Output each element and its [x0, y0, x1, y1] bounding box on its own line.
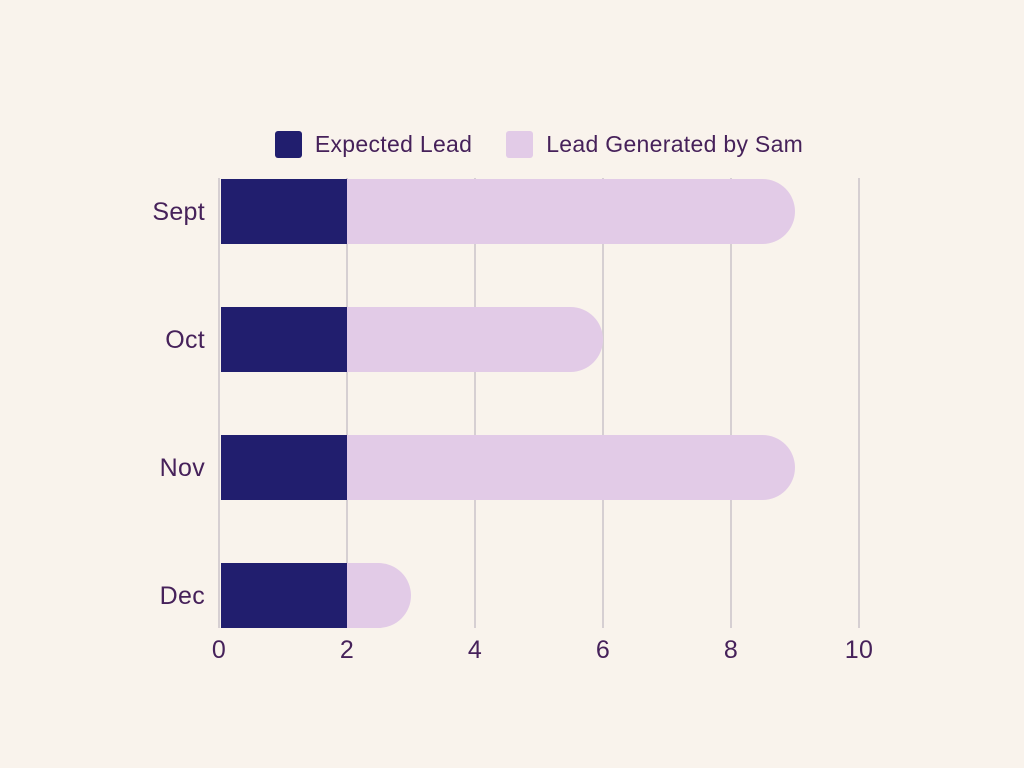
- legend-label: Expected Lead: [314, 130, 473, 157]
- gridline-x-0: [218, 178, 220, 628]
- x-tick-label-0: 0: [211, 636, 227, 664]
- gridline-x-10: [858, 178, 860, 628]
- category-label-nov: Nov: [159, 453, 205, 482]
- x-tick-label-4: 4: [467, 636, 483, 664]
- chart-legend: Expected Lead Lead Generated by Sam: [219, 128, 859, 160]
- gridline-x-2: [346, 178, 348, 628]
- legend-item-lead-generated: Lead Generated by Sam: [506, 130, 804, 158]
- legend-swatch-icon: [506, 130, 534, 158]
- gridline-x-6: [602, 178, 604, 628]
- x-tick-label-2: 2: [339, 636, 355, 664]
- category-label-oct: Oct: [165, 325, 205, 354]
- gridline-x-8: [730, 178, 732, 628]
- x-tick-label-8: 8: [723, 636, 739, 664]
- gridline-x-4: [474, 178, 476, 628]
- legend-item-expected-lead: Expected Lead: [274, 130, 473, 158]
- bar-expected-lead-sept: [221, 179, 347, 244]
- category-label-dec: Dec: [159, 581, 205, 610]
- legend-swatch-icon: [274, 130, 302, 158]
- category-label-sept: Sept: [152, 197, 205, 226]
- bar-expected-lead-dec: [221, 563, 347, 628]
- legend-label: Lead Generated by Sam: [546, 130, 804, 157]
- plot-area: 0 2 4 6 8 10: [212, 178, 873, 664]
- bar-expected-lead-nov: [221, 435, 347, 500]
- x-tick-label-6: 6: [595, 636, 611, 664]
- x-tick-label-10: 10: [844, 636, 874, 664]
- bar-expected-lead-oct: [221, 307, 347, 372]
